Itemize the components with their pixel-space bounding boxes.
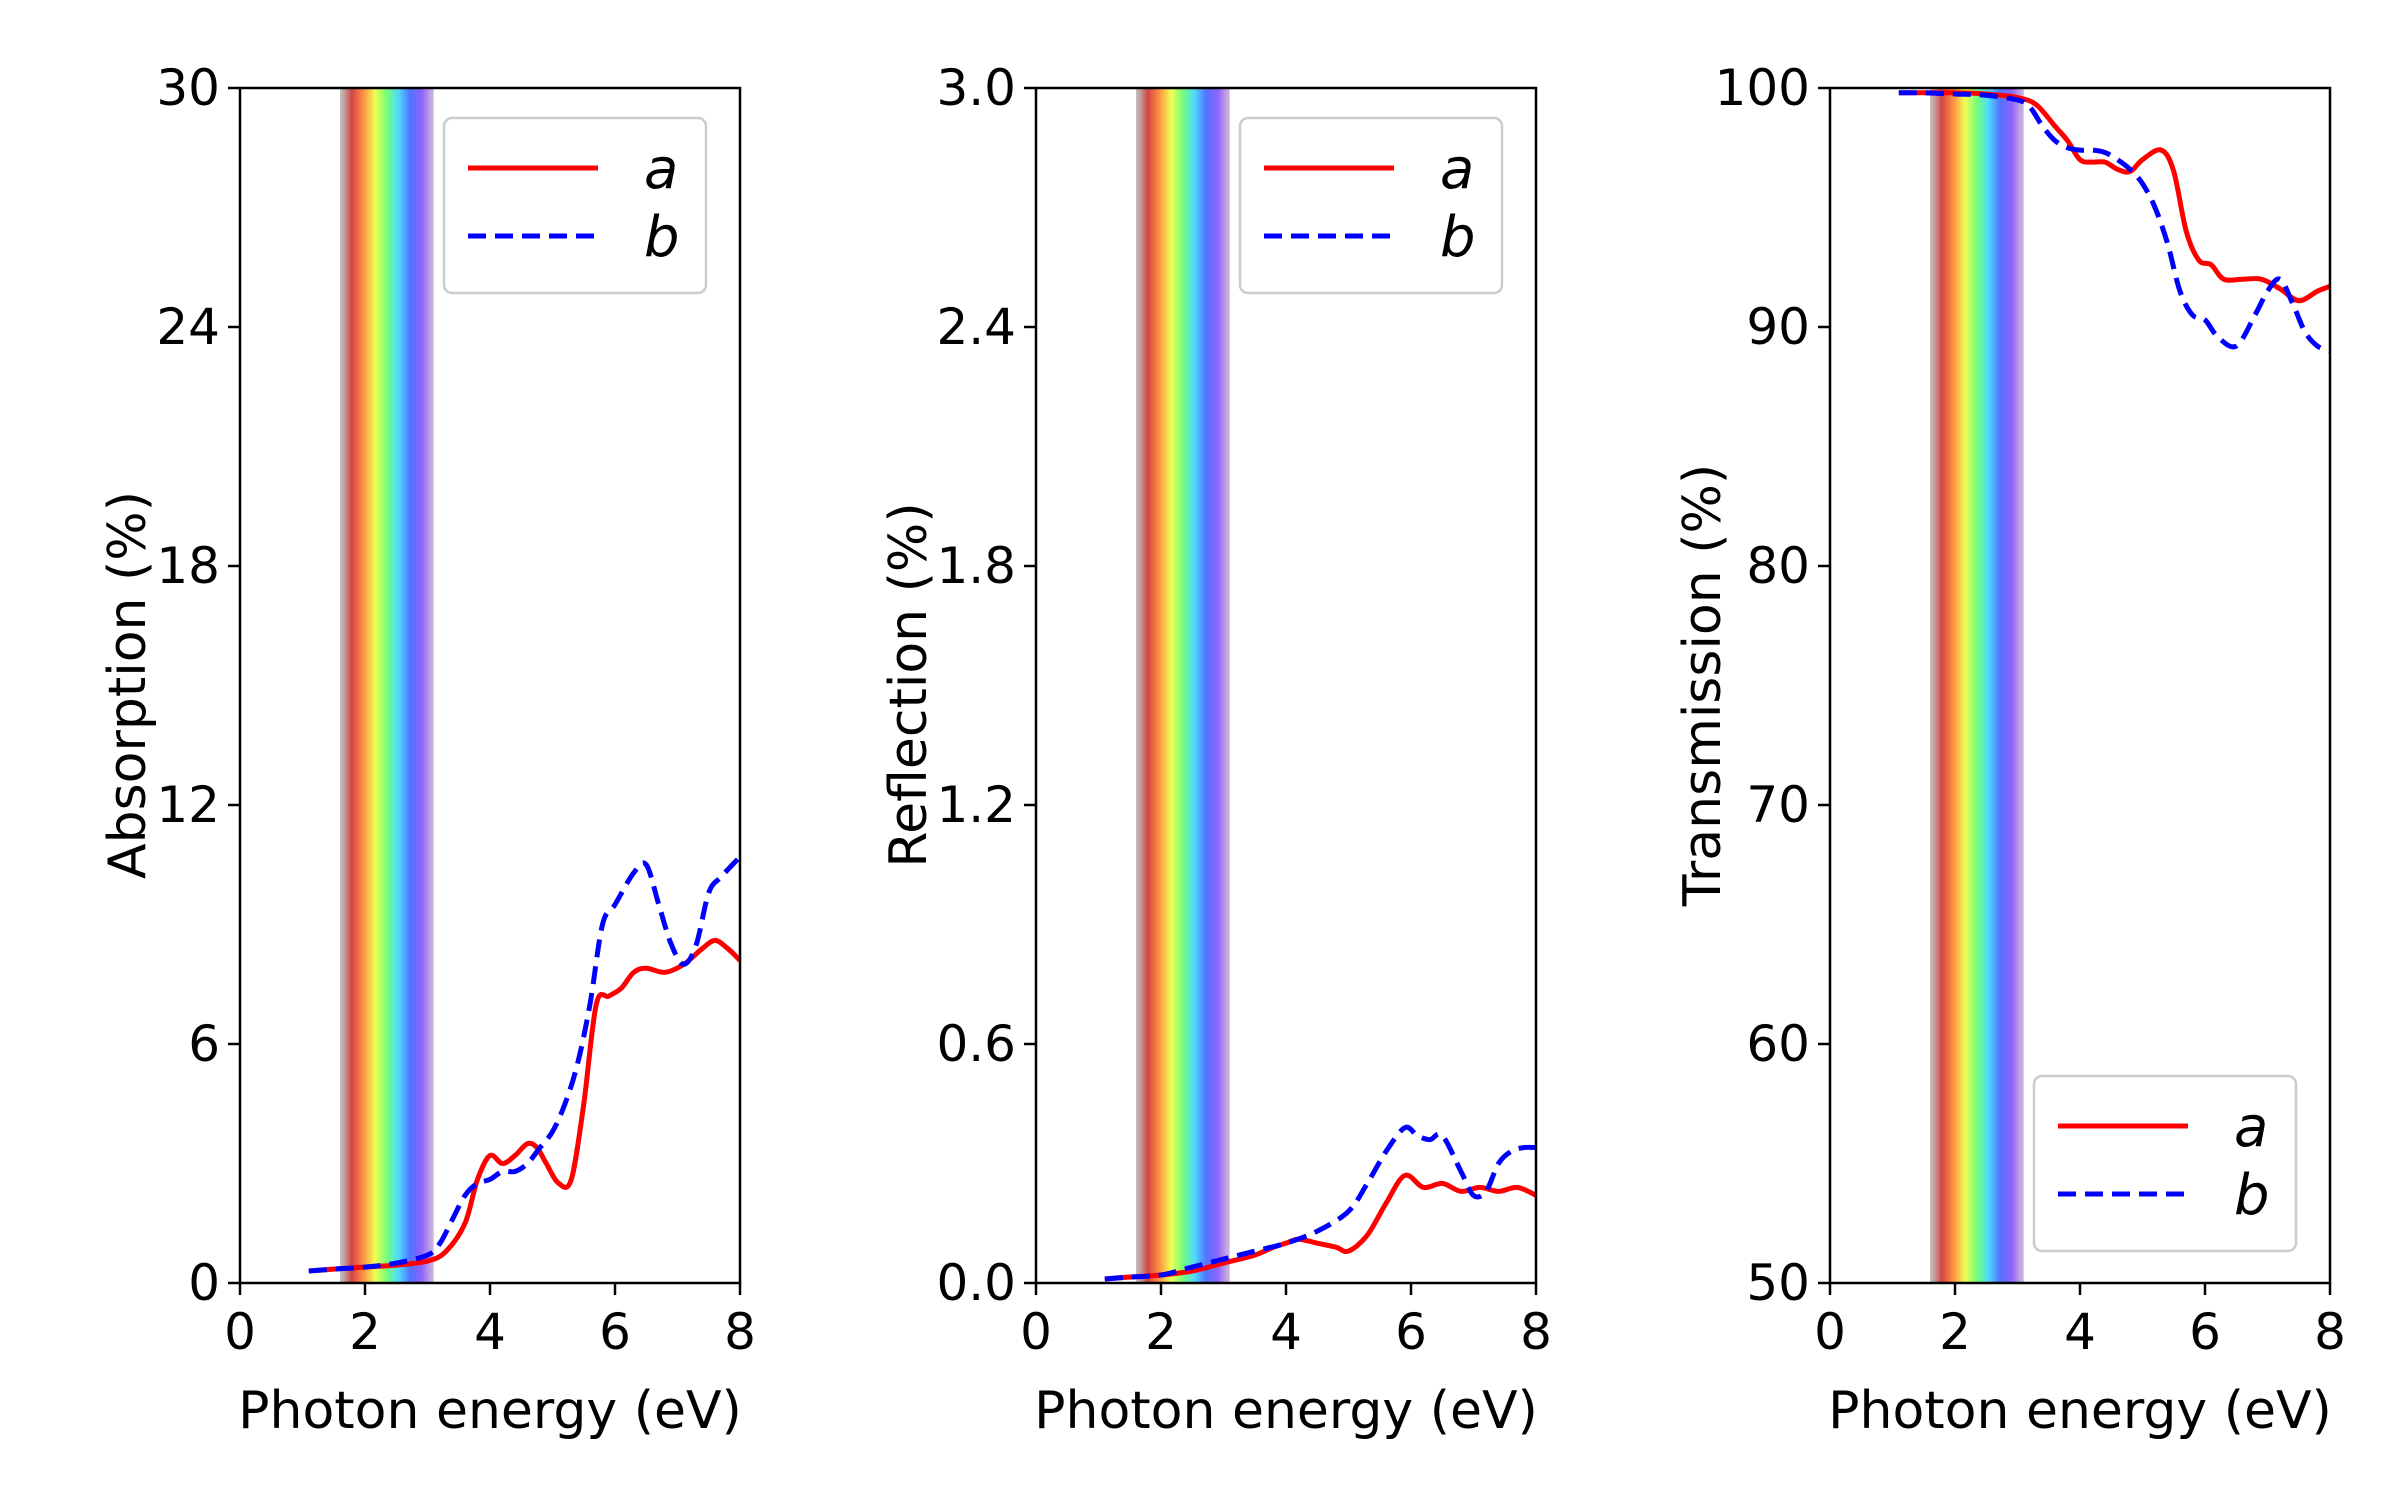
y-tick-label: 1.8 <box>936 537 1016 595</box>
legend-label-b: b <box>644 205 680 270</box>
y-axis-label: Absorption (%) <box>98 491 158 879</box>
visible-spectrum-band <box>1136 88 1230 1283</box>
legend-label-b: b <box>1440 205 1476 270</box>
y-tick-label: 90 <box>1746 298 1810 356</box>
y-tick-label: 0 <box>188 1254 220 1312</box>
series-line-b <box>308 855 742 1274</box>
y-tick-label: 18 <box>156 537 220 595</box>
x-tick-label: 8 <box>2314 1303 2346 1361</box>
y-axis-label: Reflection (%) <box>879 502 939 867</box>
legend-label-a: a <box>644 137 678 202</box>
x-axis-label: Photon energy (eV) <box>238 1381 742 1441</box>
x-axis-label: Photon energy (eV) <box>1034 1381 1538 1441</box>
y-tick-label: 12 <box>156 776 220 834</box>
y-tick-label: 60 <box>1746 1015 1810 1073</box>
x-tick-label: 0 <box>224 1303 256 1361</box>
y-tick-label: 80 <box>1746 537 1810 595</box>
visible-spectrum-band <box>1930 88 2024 1283</box>
y-tick-label: 50 <box>1746 1254 1810 1312</box>
y-tick-label: 0.0 <box>936 1254 1016 1312</box>
y-tick-label: 6 <box>188 1015 220 1073</box>
legend-label-a: a <box>1440 137 1474 202</box>
x-tick-label: 4 <box>474 1303 506 1361</box>
x-tick-label: 2 <box>349 1303 381 1361</box>
y-axis-label: Transmission (%) <box>1673 464 1733 907</box>
y-tick-label: 100 <box>1715 59 1810 117</box>
x-tick-label: 6 <box>2189 1303 2221 1361</box>
legend-label-a: a <box>2234 1095 2268 1160</box>
x-tick-label: 0 <box>1020 1303 1052 1361</box>
series-line-a <box>308 937 742 1274</box>
visible-spectrum-band <box>340 88 434 1283</box>
y-tick-label: 3.0 <box>936 59 1016 117</box>
x-tick-label: 4 <box>2064 1303 2096 1361</box>
legend-box <box>442 116 708 295</box>
x-tick-label: 6 <box>1395 1303 1427 1361</box>
y-tick-label: 1.2 <box>936 776 1016 834</box>
legend-label-b: b <box>2234 1163 2270 1228</box>
y-tick-label: 30 <box>156 59 220 117</box>
x-axis-label: Photon energy (eV) <box>1828 1381 2332 1441</box>
x-tick-label: 8 <box>1520 1303 1552 1361</box>
x-tick-label: 0 <box>1814 1303 1846 1361</box>
x-tick-label: 2 <box>1145 1303 1177 1361</box>
series-line-b <box>1898 90 2331 354</box>
panel-reflection: 0 2 4 6 8 0.0 0.6 1.2 1.8 2.4 3.0 Reflection (%) P… <box>879 59 1552 1441</box>
y-tick-label: 24 <box>156 298 220 356</box>
x-tick-label: 8 <box>724 1303 756 1361</box>
x-tick-label: 4 <box>1270 1303 1302 1361</box>
legend-box <box>2032 1074 2298 1253</box>
x-tick-label: 2 <box>1939 1303 1971 1361</box>
y-tick-label: 2.4 <box>936 298 1016 356</box>
y-tick-label: 70 <box>1746 776 1810 834</box>
series-line-b <box>1104 1124 1537 1282</box>
y-tick-label: 0.6 <box>936 1015 1016 1073</box>
x-tick-label: 6 <box>599 1303 631 1361</box>
legend-box <box>1238 116 1504 295</box>
panel-transmission: 0 2 4 6 8 50 60 70 80 90 100 Transmission (%) Phot… <box>1673 59 2346 1441</box>
